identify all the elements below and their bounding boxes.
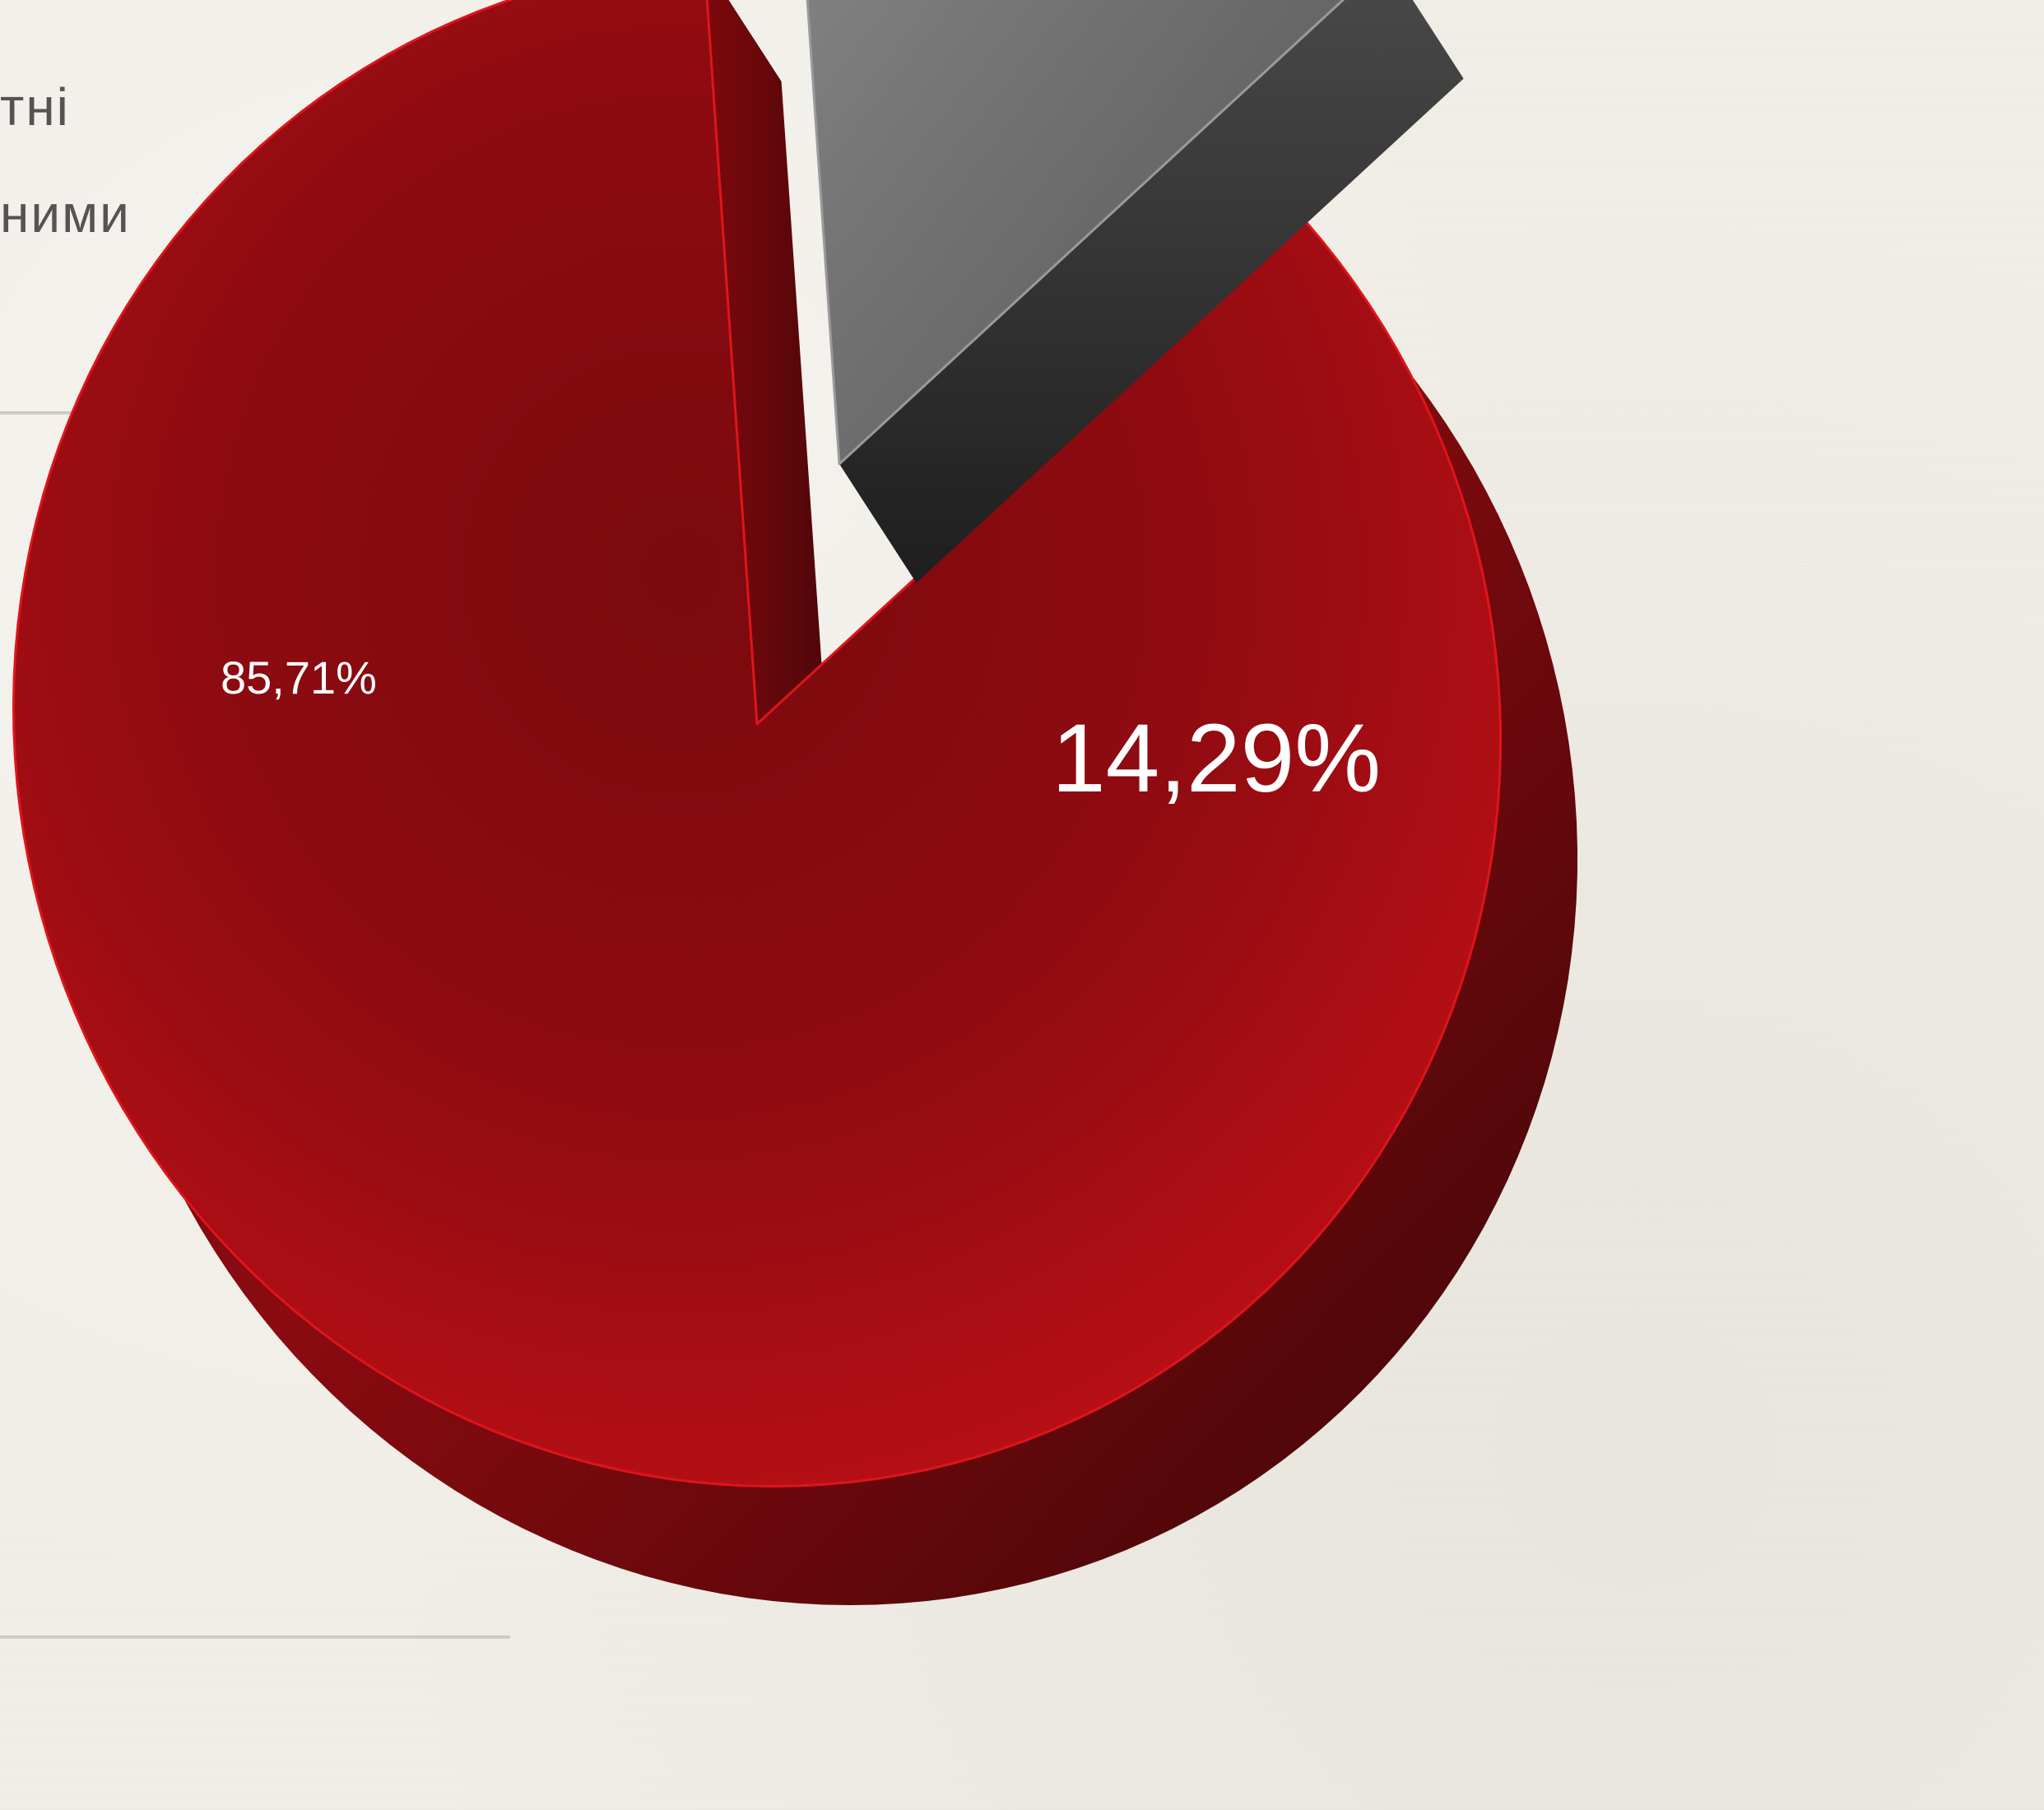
pie-slice-1-label: 85,71%: [221, 652, 377, 703]
caption-line-2: ними: [0, 184, 131, 244]
caption-line-1: тні: [0, 77, 70, 137]
divider-bottom: [0, 1636, 510, 1639]
pie-slice-2-label: 14,29%: [1052, 704, 1381, 813]
pie-slice-2-top: [806, 0, 1345, 466]
pie-slice-1-wall-end: [707, 0, 834, 843]
pie-slice-1: [12, 0, 1577, 1605]
pie-slice-2: [806, 0, 1464, 583]
pie-slice-2-wall-end: [839, 0, 1464, 583]
pie-slice-1-top: [12, 0, 1502, 1487]
